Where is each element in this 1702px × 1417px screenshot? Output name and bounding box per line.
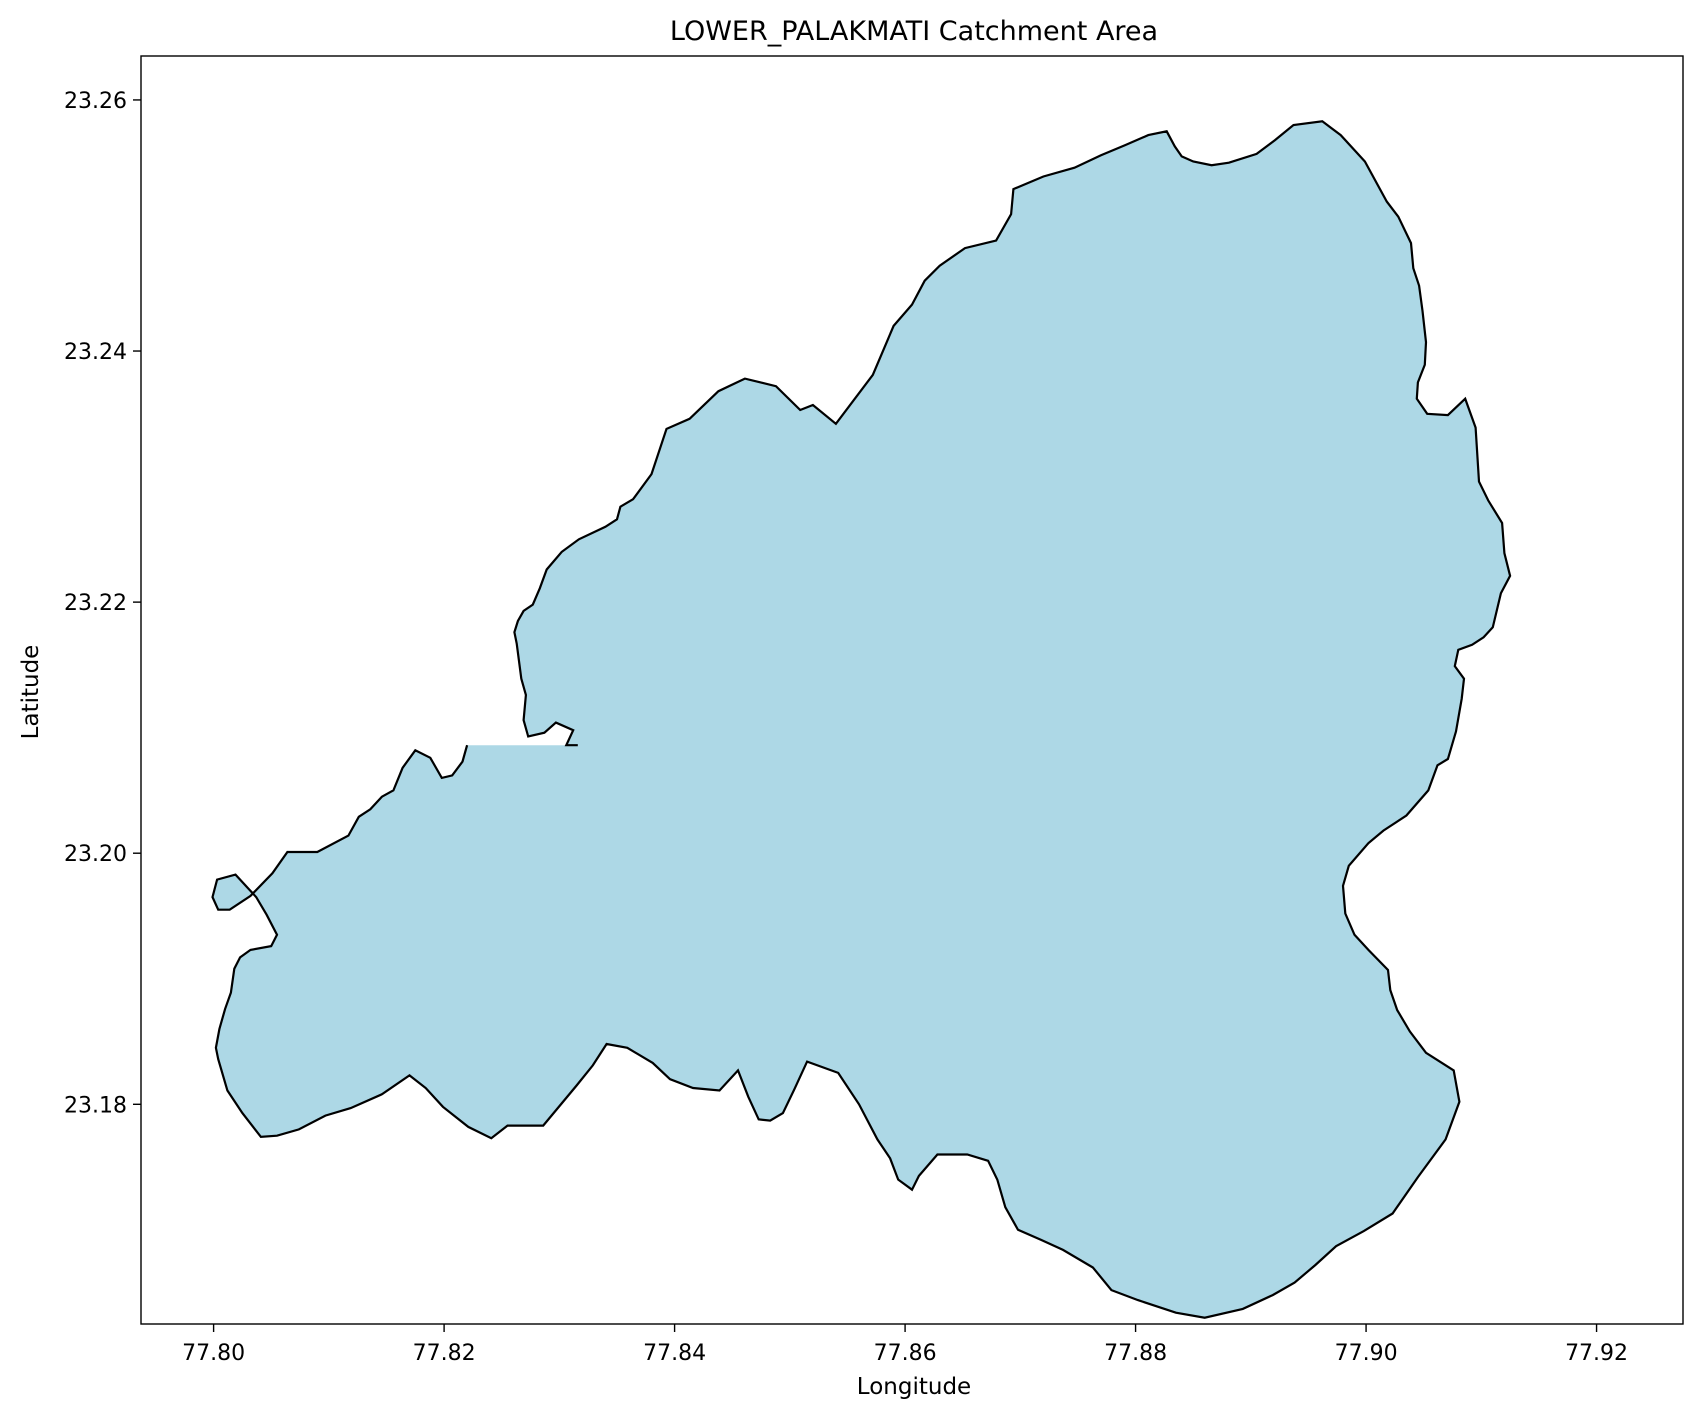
y-tick-label: 23.24 (64, 340, 127, 365)
y-axis-ticks: 23.18 23.20 23.22 23.24 23.26 (64, 89, 141, 1118)
x-tick-label: 77.82 (413, 1341, 476, 1366)
y-tick-label: 23.26 (64, 89, 127, 114)
catchment-area-polygon (211, 120, 1512, 1319)
y-axis-title: Latitude (18, 645, 44, 740)
x-tick-label: 77.90 (1335, 1341, 1398, 1366)
x-axis-title: Longitude (857, 1374, 971, 1400)
x-tick-label: 77.84 (643, 1341, 706, 1366)
plot-area (140, 55, 1684, 1325)
x-tick-label: 77.86 (874, 1341, 937, 1366)
axes-frame (140, 55, 1684, 1325)
x-tick-label: 77.88 (1104, 1341, 1167, 1366)
y-tick-label: 23.18 (64, 1093, 127, 1118)
y-tick-label: 23.20 (64, 842, 127, 867)
chart-title: LOWER_PALAKMATI Catchment Area (670, 16, 1158, 47)
x-axis-ticks: 77.80 77.82 77.84 77.86 77.88 77.90 77.92 (182, 1324, 1628, 1366)
x-tick-label: 77.92 (1565, 1341, 1628, 1366)
y-tick-label: 23.22 (64, 591, 127, 616)
x-tick-label: 77.80 (182, 1341, 245, 1366)
